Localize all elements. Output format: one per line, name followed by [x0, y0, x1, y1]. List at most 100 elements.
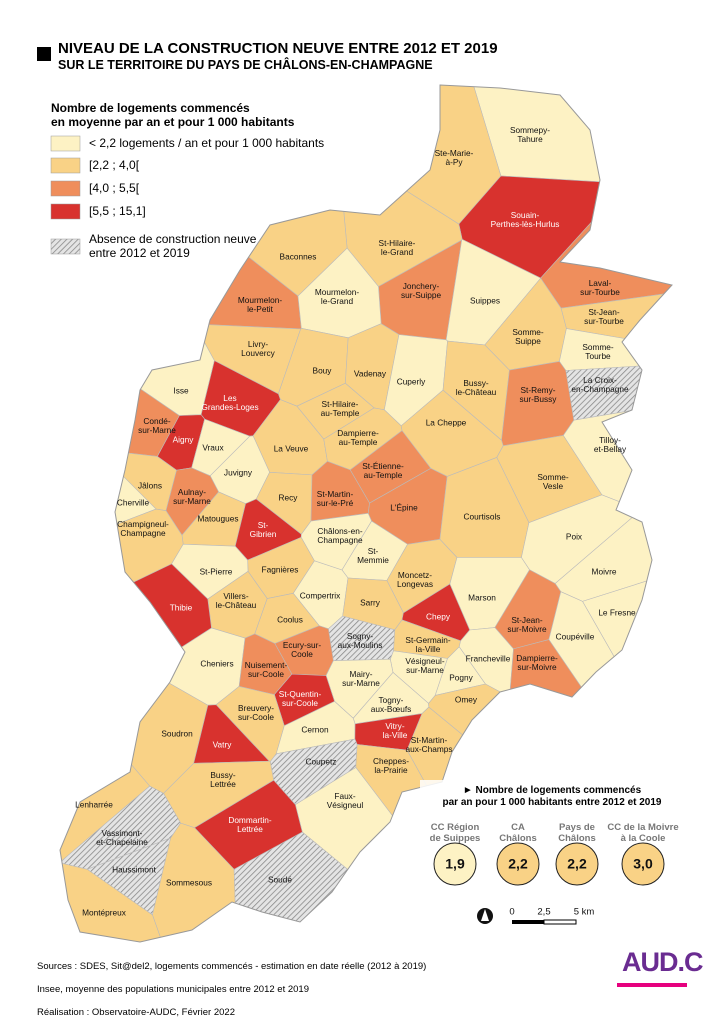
commune-label: Vésigneul- sur-Marne	[405, 656, 445, 675]
indicator-name: CC Région de Suippes	[429, 822, 481, 844]
commune-label: Livry- Louvercy	[241, 339, 275, 358]
indicator-name: CC de la Moivre à la Coole	[607, 822, 679, 844]
commune-label: Compertrix	[299, 590, 341, 601]
commune-label: Baconnes	[279, 251, 317, 262]
commune-label: St-Martin- sur-le-Pré	[316, 489, 354, 508]
commune-label: St- Memmie	[357, 546, 389, 565]
commune-label: St- Gibrien	[249, 520, 277, 539]
commune-label: Recy	[278, 492, 298, 503]
indicator-value: 2,2	[567, 855, 587, 872]
commune-label: St-Martin- aux-Champs	[405, 735, 453, 754]
indicator-name: CA Châlons	[499, 822, 537, 844]
commune-label: Aigny	[172, 434, 194, 445]
commune-label: Les Grandes-Loges	[201, 393, 259, 412]
legend-label: Absence de construction neuve entre 2012…	[89, 232, 257, 260]
indicator-name: Pays de Châlons	[558, 822, 596, 844]
commune-label: Pogny	[449, 672, 473, 683]
commune-label: St-Germain- la-Ville	[405, 635, 451, 654]
indicator-circle	[555, 842, 599, 886]
commune-label: Thibie	[169, 602, 193, 613]
legend-swatch	[50, 180, 81, 197]
commune-area	[468, 85, 672, 184]
commune-label: Lenharrée	[75, 799, 113, 810]
scale-bar	[512, 919, 577, 925]
commune-label: St-Jean- sur-Moivre	[507, 615, 547, 634]
commune-label: Marson	[468, 592, 496, 603]
logo-bar	[617, 983, 687, 987]
subtitle: SUR LE TERRITOIRE DU PAYS DE CHÂLONS-EN-…	[58, 58, 433, 72]
legend-swatch	[50, 157, 81, 174]
commune-label: La Cheppe	[425, 417, 467, 428]
commune-label: Sarry	[360, 597, 380, 608]
commune-label: Ste-Marie- à-Py	[434, 148, 474, 167]
scale-label: 0	[509, 906, 515, 918]
commune-label: Courtisols	[463, 511, 501, 522]
commune-label: Aulnay- sur-Marne	[173, 487, 211, 506]
commune-label: Suippes	[470, 295, 500, 306]
commune-label: Souain- Perthes-lès-Hurlus	[490, 210, 560, 229]
commune-label: Togny- aux-Bœufs	[370, 695, 412, 714]
commune-label: Cheniers	[200, 658, 234, 669]
commune-label: Soudron	[161, 728, 193, 739]
commune-label: Chepy	[426, 611, 450, 622]
commune-label: Juvigny	[223, 467, 253, 478]
commune-label: Mourmelon- le-Petit	[237, 295, 283, 314]
commune-label: La Croix- en-Champagne	[571, 375, 629, 394]
legend-label: [4,0 ; 5,5[	[89, 181, 140, 195]
commune-label: Vatry	[212, 739, 232, 750]
commune-label: Moivre	[591, 566, 617, 577]
commune-label: Villers- le-Château	[215, 591, 257, 610]
commune-label: Somme- Tourbe	[582, 342, 614, 361]
legend-label: < 2,2 logements / an et pour 1 000 habit…	[89, 136, 325, 150]
commune-label: Mairy- sur-Marne	[342, 669, 380, 688]
commune-label: Mourmelon- le-Grand	[314, 287, 360, 306]
commune-label: Poix	[565, 531, 583, 542]
commune-area	[559, 328, 672, 371]
title-square	[37, 47, 51, 61]
commune-label: St-Jean- sur-Tourbe	[584, 307, 624, 326]
commune-label: Soudé	[268, 874, 292, 885]
commune-label: Montépreux	[82, 907, 126, 918]
commune-label: Coupetz	[305, 756, 337, 767]
indicator-circle	[496, 842, 540, 886]
commune-label: Isse	[173, 385, 189, 396]
commune-label: Cuperly	[396, 376, 426, 387]
source-line: Insee, moyenne des populations municipal…	[37, 983, 309, 995]
legend-swatch	[50, 135, 81, 152]
commune-label: Champigneul- Champagne	[117, 519, 169, 538]
commune-label: Somme- Suippe	[512, 327, 544, 346]
legend-label: [5,5 ; 15,1]	[89, 204, 146, 218]
commune-label: Breuvery- sur-Coole	[238, 703, 274, 722]
commune-label: St-Étienne- au-Temple	[362, 461, 404, 480]
commune-label: Dampierre- au-Temple	[337, 428, 379, 447]
commune-label: Sommesous	[165, 877, 213, 888]
commune-label: Francheville	[465, 653, 511, 664]
commune-label: St-Hilaire- au-Temple	[320, 399, 360, 418]
indicator-circle	[433, 842, 477, 886]
legend-title: Nombre de logements commencés en moyenne…	[51, 101, 295, 129]
indicator-value: 2,2	[508, 855, 528, 872]
commune-label: Cherville	[116, 497, 150, 508]
commune-label: Cernon	[301, 724, 329, 735]
commune-label: Bouy	[312, 365, 332, 376]
commune-label: Dampierre- sur-Moivre	[516, 653, 558, 672]
commune-label: Cheppes- la-Prairie	[373, 756, 409, 775]
commune-label: L'Épine	[390, 502, 418, 513]
commune-label: Fagnières	[261, 564, 299, 575]
commune-label: Vitry- la-Ville	[382, 721, 408, 740]
commune-label: Moncetz- Longevas	[397, 570, 433, 589]
commune-label: Le Fresne	[598, 607, 636, 618]
scale-label: 5 km	[573, 906, 595, 918]
commune-label: Coolus	[277, 614, 303, 625]
commune-label: Sogny- aux-Moulins	[337, 631, 383, 650]
legend-label: [2,2 ; 4,0[	[89, 158, 140, 172]
commune-label: Bussy- Lettrée	[210, 770, 236, 789]
commune-label: Somme- Vesle	[537, 472, 569, 491]
indicator-title: ► Nombre de logements commencés par an p…	[442, 785, 662, 808]
commune-label: La Veuve	[273, 443, 309, 454]
commune-label: Nuisement- sur-Coole	[244, 660, 288, 679]
commune-label: Ecury-sur- Coole	[282, 640, 322, 659]
commune-label: Jâlons	[138, 480, 162, 491]
